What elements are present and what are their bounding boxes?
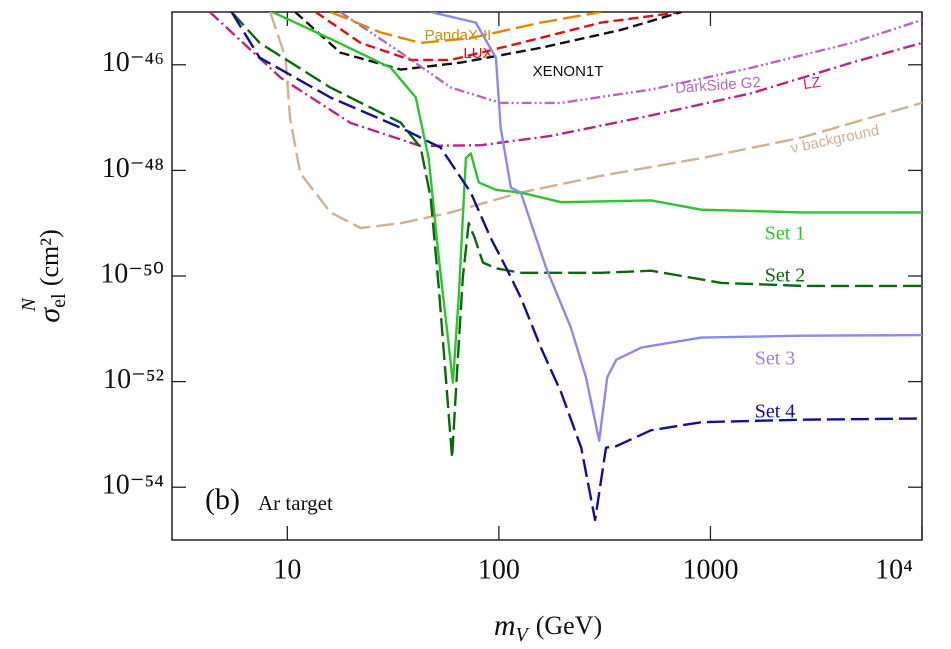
x-axis-label: mV (GeV) <box>494 609 602 646</box>
series-label: Set 1 <box>765 223 806 245</box>
series-line <box>208 12 922 148</box>
y-label-symbol: σ <box>33 307 66 323</box>
y-label-unit: (cm²) <box>35 229 64 286</box>
series-line <box>430 12 922 442</box>
series-line <box>330 12 602 45</box>
series-label: LZ <box>802 74 822 93</box>
series-line <box>314 12 682 62</box>
series-line <box>269 12 922 230</box>
series-line <box>339 12 922 105</box>
series-line <box>294 12 682 71</box>
x-tick-label: 100 <box>478 554 520 585</box>
y-tick-label: 10⁻⁵² <box>103 364 164 395</box>
series-label: DarkSide G2 <box>675 74 762 97</box>
y-tick-label: 10⁻⁵⁴ <box>102 470 164 501</box>
series-line <box>230 12 922 522</box>
y-axis-label: σel N (cm²) <box>18 229 70 322</box>
target-label: Ar target <box>258 491 333 515</box>
series-label: Set 3 <box>755 348 796 370</box>
x-label-subscript: V <box>516 624 531 646</box>
series-label: Set 2 <box>765 265 806 287</box>
series-line <box>271 12 922 384</box>
x-label-symbol: m <box>494 609 516 642</box>
y-label-subscript: el <box>48 293 70 308</box>
series-line <box>230 12 922 459</box>
series-label: LUX <box>463 45 492 62</box>
series-label: Set 4 <box>755 401 796 423</box>
panel-label: (b) <box>205 483 240 516</box>
x-tick-label: 1000 <box>682 554 738 585</box>
series-label: PandaX-II <box>425 27 492 44</box>
y-tick-label: 10⁻⁴⁸ <box>102 153 164 184</box>
y-label-superscript: N <box>18 296 40 312</box>
x-tick-label: 10⁴ <box>875 554 913 585</box>
y-tick-label: 10⁻⁴⁶ <box>102 47 164 78</box>
x-tick-label: 10 <box>273 554 301 585</box>
x-label-unit: (GeV) <box>536 611 602 640</box>
y-tick-label: 10⁻⁵⁰ <box>100 258 164 289</box>
series-label: XENON1T <box>533 63 604 80</box>
